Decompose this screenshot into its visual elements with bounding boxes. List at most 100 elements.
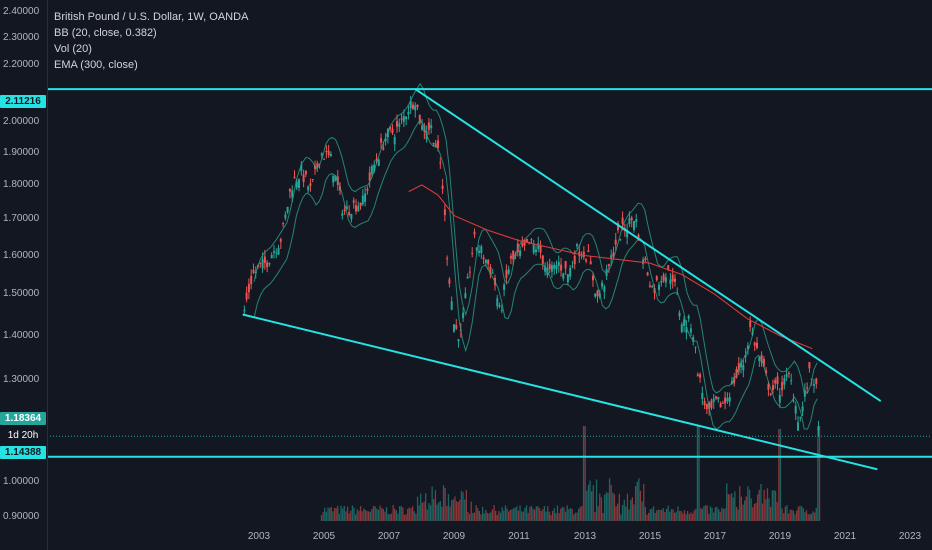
candle-body: [756, 342, 758, 348]
candle-body: [320, 153, 323, 156]
candle-body: [243, 309, 246, 312]
volume-bar: [573, 514, 575, 521]
candle-body: [496, 298, 499, 307]
candle-body: [694, 346, 697, 348]
volume-bar: [553, 508, 555, 521]
volume-bar: [389, 514, 391, 521]
volume-bar: [377, 510, 380, 521]
candle-body: [288, 188, 291, 192]
candle-body: [573, 255, 576, 265]
price-tick-label: 1.90000: [3, 147, 40, 158]
time-tick-label: 2023: [898, 531, 922, 542]
volume-bar: [320, 515, 323, 521]
candle-body: [355, 205, 357, 212]
volume-bar: [405, 514, 407, 521]
volume-bar: [652, 506, 655, 521]
candle-body: [405, 116, 408, 120]
candle-body: [266, 262, 269, 268]
chart-legend[interactable]: British Pound / U.S. Dollar, 1W, OANDA B…: [54, 9, 248, 73]
volume-bar: [760, 484, 762, 521]
candle-body: [726, 398, 729, 402]
candle-body: [329, 154, 332, 157]
candle-body: [544, 266, 547, 272]
candle-body: [712, 398, 715, 402]
candle-body: [293, 176, 296, 179]
candle-body: [808, 362, 811, 369]
candle-body: [797, 422, 799, 431]
price-tick-label: 1.60000: [3, 250, 40, 261]
volume-bar: [379, 505, 381, 521]
indicator-volume[interactable]: Vol (20): [54, 43, 92, 55]
candle-body: [719, 403, 722, 408]
volume-bar: [403, 514, 406, 521]
volume-bar: [682, 513, 684, 521]
candle-body: [512, 250, 515, 260]
volume-bar: [677, 506, 679, 521]
time-tick-label: 2017: [703, 531, 727, 542]
volume-bar: [431, 486, 433, 521]
volume-bar: [568, 509, 570, 521]
volume-bar: [356, 509, 358, 521]
price-tick-label: 2.00000: [3, 116, 40, 127]
volume-bar: [542, 509, 544, 521]
volume-bar: [451, 500, 453, 521]
volume-bar: [633, 504, 635, 521]
volume-bar: [561, 506, 563, 521]
candle-body: [662, 274, 665, 281]
volume-bar: [486, 512, 489, 521]
volume-bar: [325, 511, 327, 521]
volume-bar: [757, 494, 759, 521]
volume-bar: [594, 512, 596, 521]
volume-bar: [646, 514, 648, 521]
candle-body: [557, 262, 560, 266]
volume-bar: [703, 506, 705, 521]
volume-bar: [763, 490, 765, 521]
volume-bar: [511, 509, 513, 521]
candle-body: [282, 223, 285, 225]
volume-bar: [659, 509, 661, 521]
volume-bar: [353, 507, 355, 521]
candle-body: [710, 400, 713, 408]
volume-bar: [648, 513, 650, 521]
volume-bar: [753, 503, 756, 521]
volume-bar: [496, 515, 498, 521]
candle-body: [373, 164, 376, 172]
candle-body: [348, 212, 351, 216]
symbol-title[interactable]: British Pound / U.S. Dollar, 1W, OANDA: [54, 11, 249, 23]
volume-bar: [664, 512, 666, 521]
volume-bar: [591, 491, 593, 521]
volume-bar: [739, 486, 741, 521]
candle-body: [316, 163, 319, 168]
candle-body: [350, 214, 353, 220]
indicator-ema[interactable]: EMA (300, close): [54, 59, 138, 71]
time-tick-label: 2009: [442, 531, 466, 542]
price-axis[interactable]: [0, 0, 48, 550]
candle-body: [535, 249, 537, 252]
candle-body: [539, 244, 542, 253]
bb-lower: [253, 118, 818, 430]
candle-body: [596, 290, 599, 297]
candle-body: [416, 104, 419, 107]
candle-body: [550, 265, 553, 272]
candle-body: [689, 328, 692, 333]
volume-bar: [407, 508, 409, 521]
candle-body: [298, 179, 300, 188]
candle-body: [332, 175, 335, 183]
candle-body: [664, 277, 667, 283]
volume-bar: [617, 503, 619, 521]
volume-bar: [716, 506, 718, 521]
volume-bar: [472, 513, 474, 521]
candle-body: [815, 378, 818, 384]
candle-body: [603, 286, 606, 292]
volume-bar: [649, 509, 651, 521]
volume-bar: [784, 506, 786, 521]
volume-bar: [735, 507, 738, 521]
volume-bar: [639, 490, 642, 521]
candle-body: [382, 147, 385, 150]
candle-body: [619, 239, 622, 241]
volume-bar: [771, 490, 773, 521]
indicator-bb[interactable]: BB (20, close, 0.382): [54, 27, 157, 39]
volume-bar: [618, 493, 620, 521]
